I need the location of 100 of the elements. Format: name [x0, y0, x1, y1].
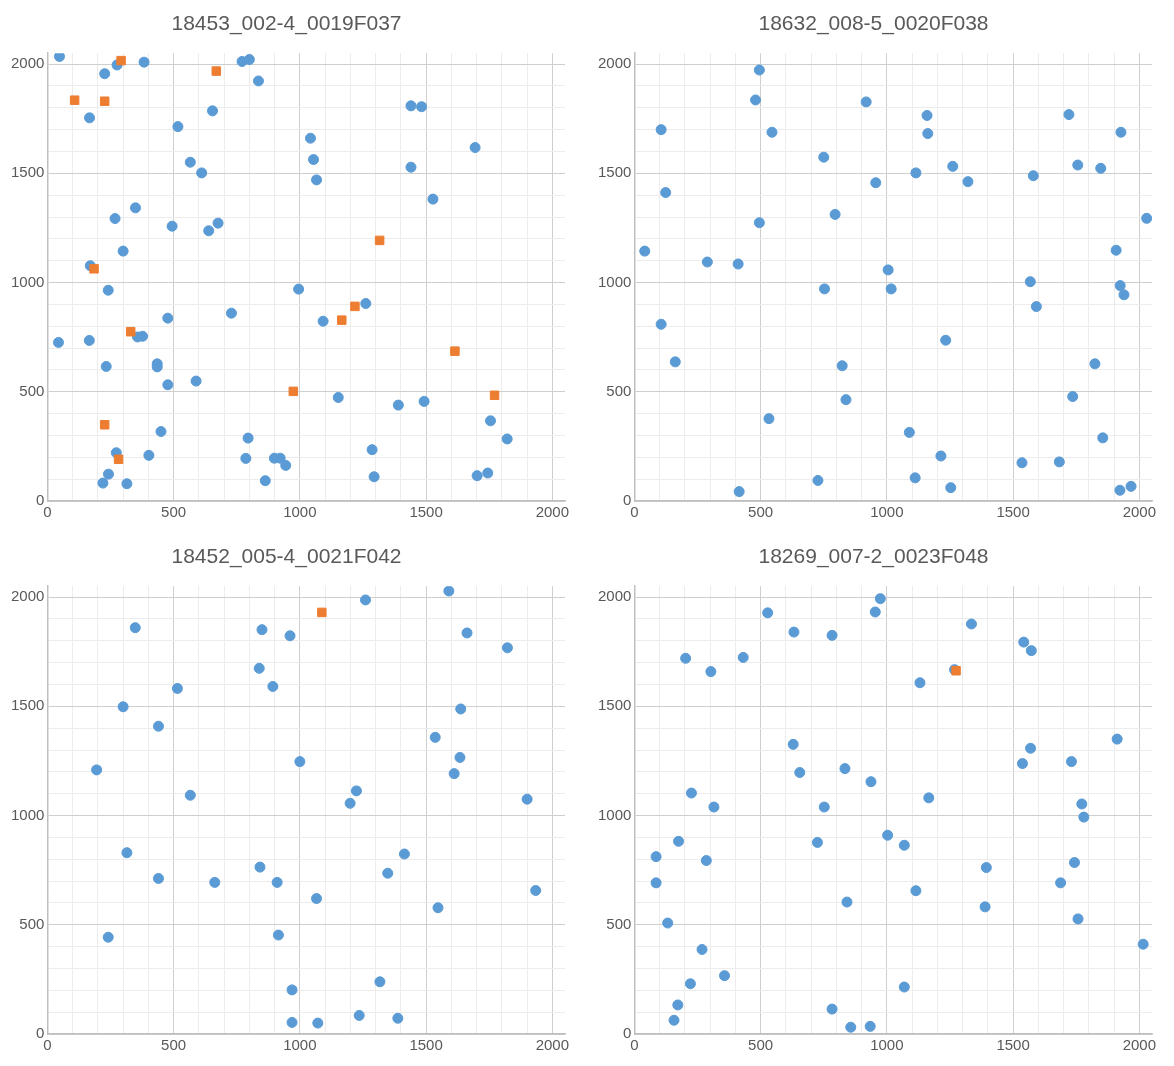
point — [826, 1003, 838, 1015]
point — [171, 682, 183, 694]
point — [1072, 913, 1084, 925]
point — [209, 876, 221, 888]
point — [99, 96, 110, 106]
point — [763, 413, 775, 425]
y-tick-label: 500 — [606, 914, 632, 932]
point — [787, 738, 799, 750]
point — [701, 256, 713, 268]
y-tick-label: 2000 — [10, 54, 45, 72]
point — [650, 851, 662, 863]
y-tick-label: 2000 — [597, 54, 632, 72]
point — [845, 1021, 857, 1033]
point — [696, 943, 708, 955]
x-tick-label: 2000 — [1122, 1036, 1157, 1054]
chart-title: 18632_008-5_0020F038 — [758, 11, 989, 36]
point — [903, 426, 915, 438]
x-tick-label: 2000 — [535, 1036, 570, 1054]
y-tick-label: 500 — [19, 914, 45, 932]
point — [117, 701, 129, 713]
point — [940, 334, 952, 346]
point — [922, 128, 934, 140]
point — [429, 731, 441, 743]
x-tick-label: 1500 — [996, 503, 1030, 521]
point — [374, 976, 386, 988]
point — [432, 902, 444, 914]
point — [673, 835, 685, 847]
point — [1076, 798, 1088, 810]
y-tick-label: 1000 — [10, 272, 45, 290]
x-tick-label: 500 — [748, 1036, 774, 1054]
point — [898, 839, 910, 851]
point — [1078, 811, 1090, 823]
point — [766, 126, 778, 138]
point — [294, 756, 306, 768]
point — [1025, 742, 1037, 754]
point — [885, 283, 897, 295]
point — [935, 450, 947, 462]
point — [750, 94, 762, 106]
point — [272, 929, 284, 941]
point — [337, 315, 347, 325]
point — [350, 301, 360, 312]
point — [684, 978, 696, 990]
x-tick-label: 500 — [161, 503, 187, 521]
point — [91, 764, 103, 776]
point — [1025, 645, 1037, 657]
y-tick-label: 1500 — [10, 696, 45, 714]
point — [719, 970, 731, 982]
chart-title: 18269_007-2_0023F048 — [758, 544, 989, 569]
point — [450, 346, 460, 356]
point — [256, 624, 268, 636]
y-tick-label: 0 — [36, 491, 45, 509]
point — [685, 787, 697, 799]
point — [753, 64, 765, 76]
point — [152, 872, 164, 884]
point — [668, 1014, 680, 1026]
x-tick-label: 1000 — [870, 503, 904, 521]
point — [382, 867, 394, 879]
point — [311, 893, 323, 905]
chart-title: 18453_002-4_0019F037 — [171, 11, 402, 36]
point — [1137, 938, 1149, 950]
point — [455, 703, 467, 715]
point — [874, 593, 886, 605]
point — [829, 208, 841, 220]
x-tick-label: 2000 — [1122, 503, 1157, 521]
point — [129, 622, 141, 634]
point — [254, 861, 266, 873]
y-tick-label: 1000 — [10, 805, 45, 823]
point — [1063, 109, 1075, 121]
point — [454, 751, 466, 763]
x-tick-label: 500 — [161, 1036, 187, 1054]
point — [1097, 432, 1109, 444]
point — [1068, 857, 1080, 869]
point — [1118, 289, 1130, 301]
point — [271, 876, 283, 888]
point — [1141, 212, 1152, 224]
point — [530, 884, 542, 896]
point — [121, 847, 133, 859]
point — [909, 472, 921, 484]
point — [921, 109, 933, 121]
point — [89, 264, 99, 274]
y-tick-label: 2000 — [10, 587, 45, 605]
point — [353, 1009, 365, 1021]
point — [865, 776, 877, 788]
point — [443, 586, 455, 597]
point — [1115, 126, 1127, 138]
point — [836, 360, 848, 372]
point — [962, 176, 974, 188]
point — [882, 829, 894, 841]
point — [398, 848, 410, 860]
point — [650, 877, 662, 889]
point — [819, 283, 830, 295]
point — [898, 981, 910, 993]
point — [732, 258, 744, 270]
y-tick-label: 0 — [623, 491, 632, 509]
point — [1065, 756, 1077, 768]
point — [392, 1012, 404, 1024]
x-tick-label: 1000 — [870, 1036, 904, 1054]
point — [753, 217, 765, 229]
point — [788, 626, 800, 638]
point — [860, 96, 872, 108]
